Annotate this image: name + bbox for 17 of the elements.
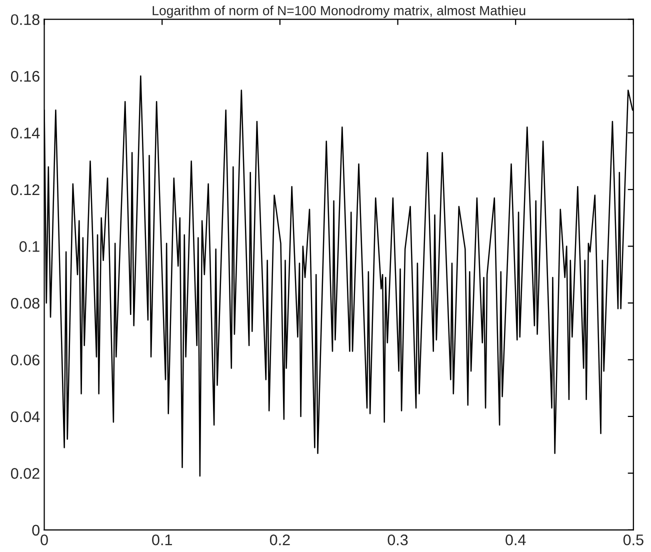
y-tick-label: 0.1 [19, 241, 40, 252]
y-tick-label: 0.14 [10, 128, 40, 138]
x-tick-label: 0.1 [152, 534, 172, 546]
y-tick-label: 0.04 [10, 411, 40, 422]
x-tick-label: 0 [40, 534, 48, 546]
y-tick-label: 0 [32, 524, 40, 536]
x-tick-label: 0.3 [388, 534, 408, 546]
chart-title: Logarithm of norm of N=100 Monodromy matrix, almost Mathieu [152, 6, 526, 18]
y-tick-label: 0.06 [10, 354, 40, 366]
y-tick-label: 0.02 [10, 468, 40, 479]
y-tick-label: 0.18 [10, 14, 40, 26]
y-tick-label: 0.12 [10, 184, 40, 196]
y-tick-label: 0.16 [10, 70, 40, 82]
y-tick-label: 0.08 [10, 298, 40, 309]
x-tick-label: 0.2 [270, 534, 290, 546]
x-tick-label: 0.5 [623, 534, 644, 546]
x-tick-label: 0.4 [506, 534, 526, 546]
